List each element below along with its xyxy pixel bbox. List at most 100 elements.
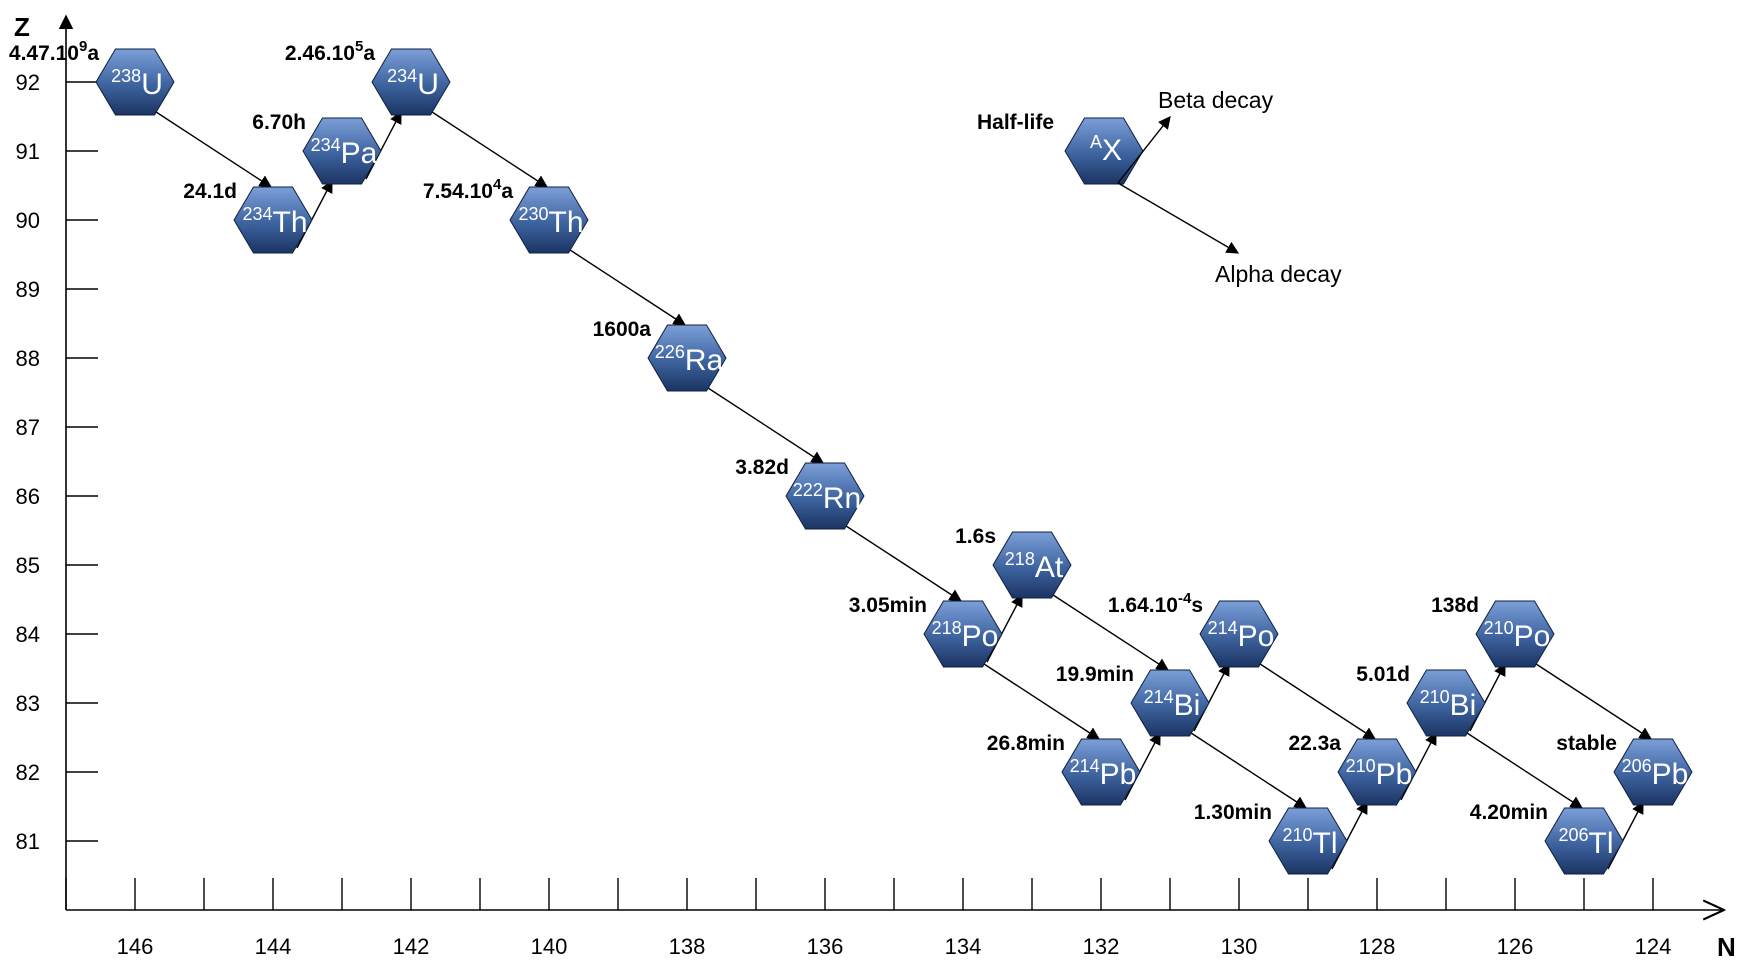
nuclide-symbol: 214Bi [1144, 687, 1201, 722]
y-tick-label: 81 [16, 829, 40, 854]
x-tick-label: 132 [1083, 934, 1120, 959]
nuclide-symbol: 238U [111, 66, 163, 101]
half-life-label: 4.47.109a [9, 38, 99, 65]
legend-symbol-letter: X [1102, 134, 1122, 167]
y-tick-label: 92 [16, 70, 40, 95]
legend-hexagon: AX [1064, 117, 1144, 185]
beta-decay-arrow [1193, 662, 1230, 732]
nuclide-symbol: 234U [387, 66, 439, 101]
legend-alpha-label: Alpha decay [1215, 261, 1342, 287]
nuclide-mass-number: 218 [932, 618, 962, 638]
x-tick-label: 136 [807, 934, 844, 959]
nuclide-mass-number: 214 [1208, 618, 1238, 638]
beta-decay-arrow [365, 110, 402, 180]
nuclide-Tl210: 210Tl 1.30min [1194, 801, 1348, 875]
alpha-decay-arrow [1532, 661, 1653, 740]
alpha-decay-arrow [842, 523, 963, 602]
nuclide-U234: 234U 2.46.105a [285, 38, 451, 116]
x-tick-label: 140 [531, 934, 568, 959]
half-life-label: 19.9min [1056, 663, 1134, 686]
y-tick-label: 91 [16, 139, 40, 164]
beta-decay-arrow [1331, 800, 1368, 870]
nuclide-hexagon [1061, 738, 1141, 806]
nuclide-hexagon [1130, 669, 1210, 737]
nuclide-mass-number: 210 [1282, 825, 1312, 845]
half-life-label: 5.01d [1356, 663, 1410, 686]
half-life-label: 138d [1431, 594, 1479, 617]
nuclide-mass-number: 210 [1346, 756, 1376, 776]
alpha-decay-arrow [704, 385, 825, 464]
nuclide-mass-number: 214 [1144, 687, 1174, 707]
nuclide-mass-number: 206 [1622, 756, 1652, 776]
beta-decay-arrow [1124, 731, 1161, 801]
half-life-label: 24.1d [183, 180, 237, 203]
x-tick-label: 126 [1497, 934, 1534, 959]
nuclide-element: Tl [1313, 827, 1338, 860]
nuclide-hexagon [1613, 738, 1693, 806]
nuclide-element: Bi [1450, 689, 1477, 722]
nuclide-mass-number: 222 [793, 480, 823, 500]
half-life-value: 1.30min [1194, 801, 1272, 824]
half-life-value: 3.82d [735, 456, 789, 479]
nuclide-element: Po [1514, 620, 1551, 653]
nuclide-symbol: 218At [1005, 549, 1064, 584]
nuclide-hexagon [647, 324, 727, 392]
alpha-decay-arrow [1463, 730, 1584, 809]
nuclide-symbol: 218Po [932, 618, 999, 653]
nuclide-Tl206: 206Tl 4.20min [1470, 801, 1624, 875]
nuclide-Bi214: 214Bi 19.9min [1056, 663, 1210, 737]
alpha-decay-arrow [980, 661, 1101, 740]
nuclide-element: Pa [341, 137, 378, 170]
nuclide-hexagon [509, 186, 589, 254]
nuclide-mass-number: 210 [1484, 618, 1514, 638]
half-life-label: 1.6s [955, 525, 996, 548]
half-life-label: 1600a [593, 318, 652, 341]
nuclide-element: Th [549, 206, 584, 239]
y-tick-label: 86 [16, 484, 40, 509]
legend-alpha-arrow [1117, 182, 1240, 254]
nuclide-element: Po [962, 620, 999, 653]
decay-arrows [152, 109, 1653, 870]
nuclide-Po210: 210Po 138d [1431, 594, 1555, 668]
nuclide-mass-number: 230 [518, 204, 548, 224]
axes: Z N 146 144 142 140 138 136 134 132 130 128 126 124… [14, 12, 1736, 961]
nuclide-symbol: 214Pb [1070, 756, 1137, 791]
nuclide-symbol: 222Rn [793, 480, 861, 515]
nuclide-element: At [1035, 551, 1064, 584]
nuclide-element: Ra [685, 344, 724, 377]
alpha-decay-arrow [1256, 661, 1377, 740]
nuclide-hexagon [1544, 807, 1624, 875]
nuclide-hexagon [371, 48, 451, 116]
half-life-label: 22.3a [1288, 732, 1341, 755]
half-life-exponent: -4 [1178, 590, 1192, 607]
half-life-label: 4.20min [1470, 801, 1548, 824]
nuclide-element: Po [1238, 620, 1275, 653]
y-tick-label: 89 [16, 277, 40, 302]
nuclide-symbol: 206Tl [1558, 825, 1613, 860]
nuclide-mass-number: 210 [1420, 687, 1450, 707]
half-life-value: 19.9min [1056, 663, 1134, 686]
y-tick-label: 85 [16, 553, 40, 578]
half-life-value: 2.46.10 [285, 42, 355, 65]
legend-symbol: AX [1090, 132, 1122, 167]
nuclide-hexagon [1268, 807, 1348, 875]
nuclide-hexagon [1199, 600, 1279, 668]
legend-symbol-mass: A [1090, 132, 1102, 152]
nuclide-symbol: 210Tl [1282, 825, 1337, 860]
alpha-decay-arrow [1187, 730, 1308, 809]
alpha-decay-arrow [1049, 592, 1170, 671]
x-axis-ticks: 146 144 142 140 138 136 134 132 130 128 126 124 [65, 878, 1671, 959]
nuclide-symbol: 230Th [518, 204, 583, 239]
half-life-unit: a [501, 180, 513, 203]
nuclide-mass-number: 206 [1558, 825, 1588, 845]
half-life-value: 22.3a [1288, 732, 1341, 755]
half-life-unit: a [363, 42, 375, 65]
half-life-label: 3.05min [849, 594, 927, 617]
nuclide-element: U [417, 68, 439, 101]
half-life-label: stable [1556, 732, 1617, 755]
